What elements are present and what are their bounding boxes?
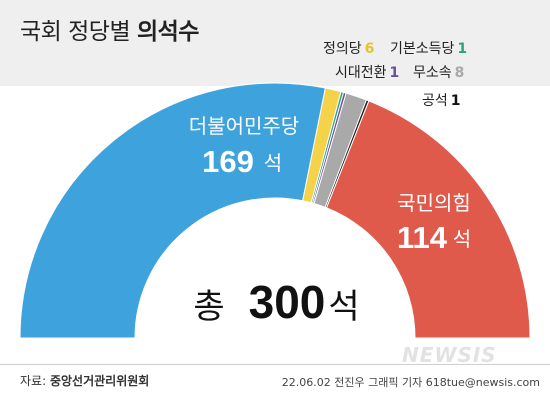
legend-label: 무소속 — [413, 65, 452, 81]
legend-value: 1 — [450, 93, 461, 109]
slice-label-democratic-unit: 석 — [264, 151, 282, 175]
legend-label: 시대전환 — [335, 65, 387, 81]
legend-item-vacant: 공석 1 — [422, 90, 461, 110]
source-note: 자료: 중앙선거관리위원회 — [20, 372, 149, 389]
source-prefix: 자료: — [20, 374, 47, 388]
legend-label: 공석 — [422, 93, 448, 109]
total-unit: 석 — [328, 287, 359, 327]
page-title: 국회 정당별 의석수 — [20, 12, 199, 46]
legend-item-basic-income: 기본소득당 1 — [390, 38, 467, 58]
legend-value: 6 — [364, 41, 375, 57]
legend-item-transition: 시대전환 1 — [335, 62, 399, 82]
source-name: 중앙선거관리위원회 — [49, 374, 150, 388]
total-value: 300 — [249, 276, 326, 328]
slice-label-ppp-value: 114 — [397, 220, 448, 255]
total-prefix: 총 — [193, 287, 224, 327]
slice-group — [19, 82, 531, 339]
legend-item-justice: 정의당 6 — [323, 38, 374, 58]
title-regular: 국회 정당별 — [20, 19, 131, 45]
slice-label-ppp-unit: 석 — [453, 227, 471, 251]
slice-label-democratic-name: 더불어민주당 — [189, 114, 299, 138]
slice-0 — [19, 82, 326, 339]
watermark-logo: NEWSIS — [402, 343, 497, 367]
footer-divider — [0, 364, 550, 365]
legend-value: 1 — [457, 41, 468, 57]
legend-item-independent: 무소속 8 — [413, 62, 464, 82]
slice-label-democratic-value: 169 — [202, 144, 254, 179]
title-bold: 의석수 — [136, 19, 199, 45]
slice-6 — [325, 100, 531, 339]
legend-label: 기본소득당 — [390, 41, 455, 57]
credit-line: 22.06.02 전진우 그래픽 기자 618tue@newsis.com — [281, 376, 540, 389]
legend-value: 1 — [389, 65, 400, 81]
header-band — [0, 0, 550, 86]
legend-label: 정의당 — [323, 41, 362, 57]
legend-value: 8 — [454, 65, 465, 81]
slice-label-ppp-name: 국민의힘 — [397, 191, 471, 215]
